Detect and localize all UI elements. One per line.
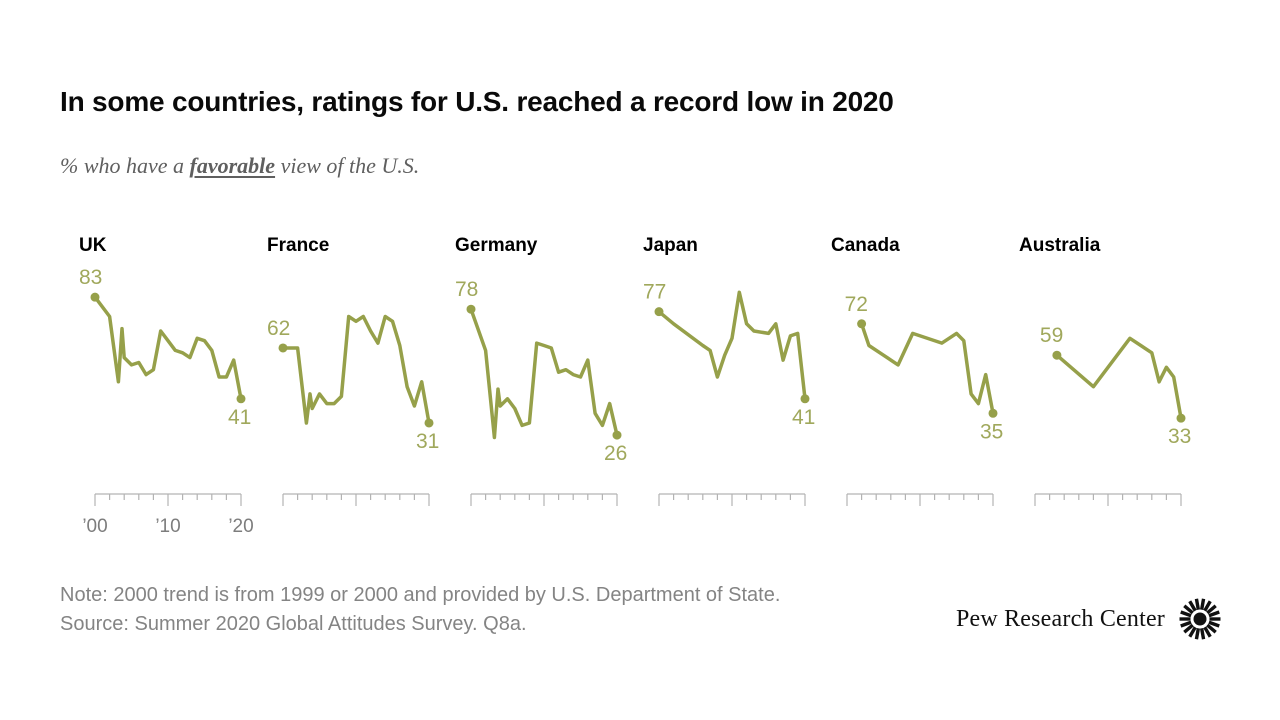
end-dot	[424, 418, 434, 428]
start-dot	[278, 343, 288, 353]
end-value-label: 26	[604, 442, 627, 465]
starburst-ray	[1208, 620, 1220, 628]
axis-ticks	[94, 493, 242, 506]
trend-line	[657, 290, 807, 401]
end-value-label: 33	[1168, 425, 1191, 448]
end-value-label: 41	[792, 406, 815, 429]
start-dot	[1052, 350, 1062, 360]
starburst-ray	[1180, 610, 1192, 618]
sparkline-panel-germany: Germany 78 26	[455, 235, 627, 506]
start-value-label: 83	[79, 266, 102, 289]
sparkline-panel-france: France 62 31	[267, 235, 439, 506]
branding: Pew Research Center	[956, 597, 1222, 641]
starburst-ray	[1188, 626, 1197, 638]
starburst-ray	[1203, 626, 1212, 638]
trend-line	[859, 322, 995, 416]
country-label: Canada	[831, 235, 900, 256]
country-label: UK	[79, 235, 107, 256]
country-label: France	[267, 235, 329, 256]
sparkline-panel-uk: UK ’00 ’10 ’20 83 41	[79, 235, 254, 537]
axis-year-label: ’00	[82, 516, 107, 537]
end-dot	[612, 430, 622, 440]
note-line: Note: 2000 trend is from 1999 or 2000 an…	[60, 584, 781, 606]
sparkline-panel-canada: Canada 72 35	[831, 235, 1003, 506]
axis-ticks	[1034, 493, 1182, 506]
starburst-ray	[1199, 628, 1206, 640]
axis-ticks	[282, 493, 430, 506]
end-value-label: 35	[980, 420, 1003, 443]
end-value-label: 41	[228, 406, 251, 429]
end-value-label: 31	[416, 430, 439, 453]
starburst-ray	[1206, 623, 1217, 634]
sparkline-panel-australia: Australia 59 33	[1019, 235, 1191, 506]
starburst-ray	[1194, 598, 1201, 610]
start-dot	[466, 304, 476, 314]
subtitle-emphasis: favorable	[189, 153, 276, 178]
starburst-center	[1193, 612, 1207, 626]
country-label: Australia	[1019, 235, 1101, 256]
subtitle-prefix: % who have a	[60, 153, 190, 178]
end-dot	[988, 408, 998, 418]
subtitle-suffix: view of the U.S.	[275, 153, 420, 178]
country-label: Germany	[455, 235, 538, 256]
start-value-label: 72	[845, 293, 868, 316]
start-dot	[90, 292, 100, 302]
start-value-label: 59	[1040, 324, 1063, 347]
starburst-ray	[1208, 610, 1220, 618]
country-label: Japan	[643, 235, 698, 256]
start-value-label: 62	[267, 317, 290, 340]
trend-line	[469, 307, 619, 440]
axis-ticks	[470, 493, 618, 506]
end-dot	[800, 394, 810, 404]
start-value-label: 78	[455, 278, 478, 301]
source-line: Source: Summer 2020 Global Attitudes Sur…	[60, 613, 527, 635]
starburst-ray	[1206, 604, 1217, 615]
starburst-ray	[1199, 598, 1206, 610]
starburst-ray	[1180, 620, 1192, 628]
trend-line	[1055, 336, 1183, 420]
starburst-ray	[1194, 628, 1201, 640]
start-value-label: 77	[643, 281, 666, 304]
chart-title: In some countries, ratings for U.S. reac…	[60, 86, 894, 117]
chart-subtitle: % who have a favorable view of the U.S.	[60, 153, 419, 179]
starburst-icon	[1179, 598, 1221, 640]
brand-name: Pew Research Center	[955, 605, 1165, 632]
starburst-ray	[1183, 604, 1194, 615]
start-dot	[654, 307, 664, 317]
axis-year-label: ’10	[155, 516, 180, 537]
axis-ticks	[846, 493, 994, 506]
start-dot	[857, 319, 867, 329]
trend-line	[281, 314, 431, 425]
starburst-ray	[1188, 600, 1197, 612]
starburst-ray	[1183, 623, 1194, 634]
axis-ticks	[658, 493, 806, 506]
trend-line	[93, 295, 243, 401]
axis-year-label: ’20	[228, 516, 253, 537]
end-dot	[1176, 413, 1186, 423]
sparkline-panel-japan: Japan 77 41	[643, 235, 815, 506]
starburst-ray	[1203, 600, 1212, 612]
end-dot	[236, 394, 246, 404]
note-block: Note: 2000 trend is from 1999 or 2000 an…	[60, 581, 780, 639]
